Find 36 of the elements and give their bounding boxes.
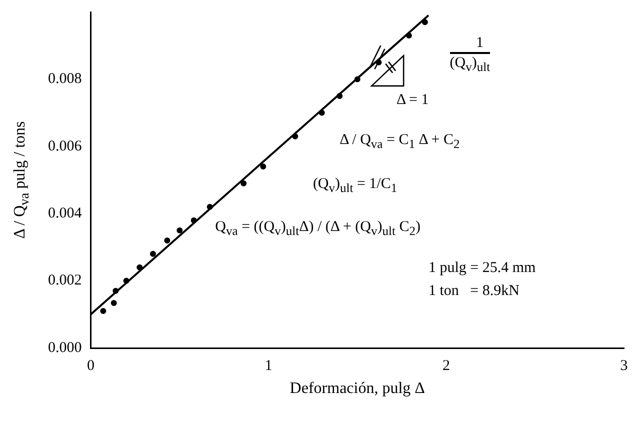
- annotation: 1: [475, 34, 485, 51]
- point: [336, 93, 343, 99]
- point: [176, 227, 183, 234]
- annotation: (Q$_{v}$)$_{ult}$ = 1/C$_{1}$: [312, 176, 398, 195]
- x-tick-label: 3: [620, 358, 628, 374]
- y-tick-label: 0.004: [48, 206, 82, 222]
- text: Q$_{va}$ = ((Q$_{v}$)$_{ult}$Δ) / (Δ + (Q$_{v}$)$_{ult}$ C$_{2}$): [215, 219, 420, 238]
- point: [240, 180, 247, 186]
- annotation: Δ = 1: [396, 92, 429, 108]
- annotation: (Q$_{v}$)$_{ult}$: [450, 52, 490, 74]
- annotation: 1 pulg = 25.4 mm: [428, 260, 536, 276]
- point: [422, 19, 428, 26]
- point: [100, 308, 106, 314]
- point: [190, 217, 197, 224]
- x-tick-label: 0: [87, 358, 94, 374]
- annotation: Δ / Q$_{va}$ = C$_{1}$ Δ + C$_{2}$: [340, 132, 460, 151]
- x-axis-title: Deformación, pulg Δ: [290, 380, 425, 398]
- point: [150, 250, 156, 257]
- x-tick-label: 2: [442, 358, 450, 374]
- point: [136, 264, 143, 270]
- point: [406, 32, 412, 39]
- point: [123, 278, 130, 284]
- point: [318, 110, 325, 116]
- y-tick-label: 0.000: [48, 340, 82, 356]
- point: [112, 288, 119, 294]
- point: [164, 237, 170, 244]
- point: [110, 300, 117, 306]
- point: [354, 76, 360, 82]
- annotation: 1 ton = 8.9kN: [428, 283, 520, 300]
- y-tick-label: 0.008: [48, 71, 82, 88]
- x-tick-label: 1: [264, 358, 272, 374]
- point: [292, 133, 298, 140]
- point: [206, 204, 213, 210]
- point: [260, 164, 266, 170]
- y-tick-label: 0.002: [48, 272, 82, 289]
- y-tick-label: 0.006: [48, 138, 82, 154]
